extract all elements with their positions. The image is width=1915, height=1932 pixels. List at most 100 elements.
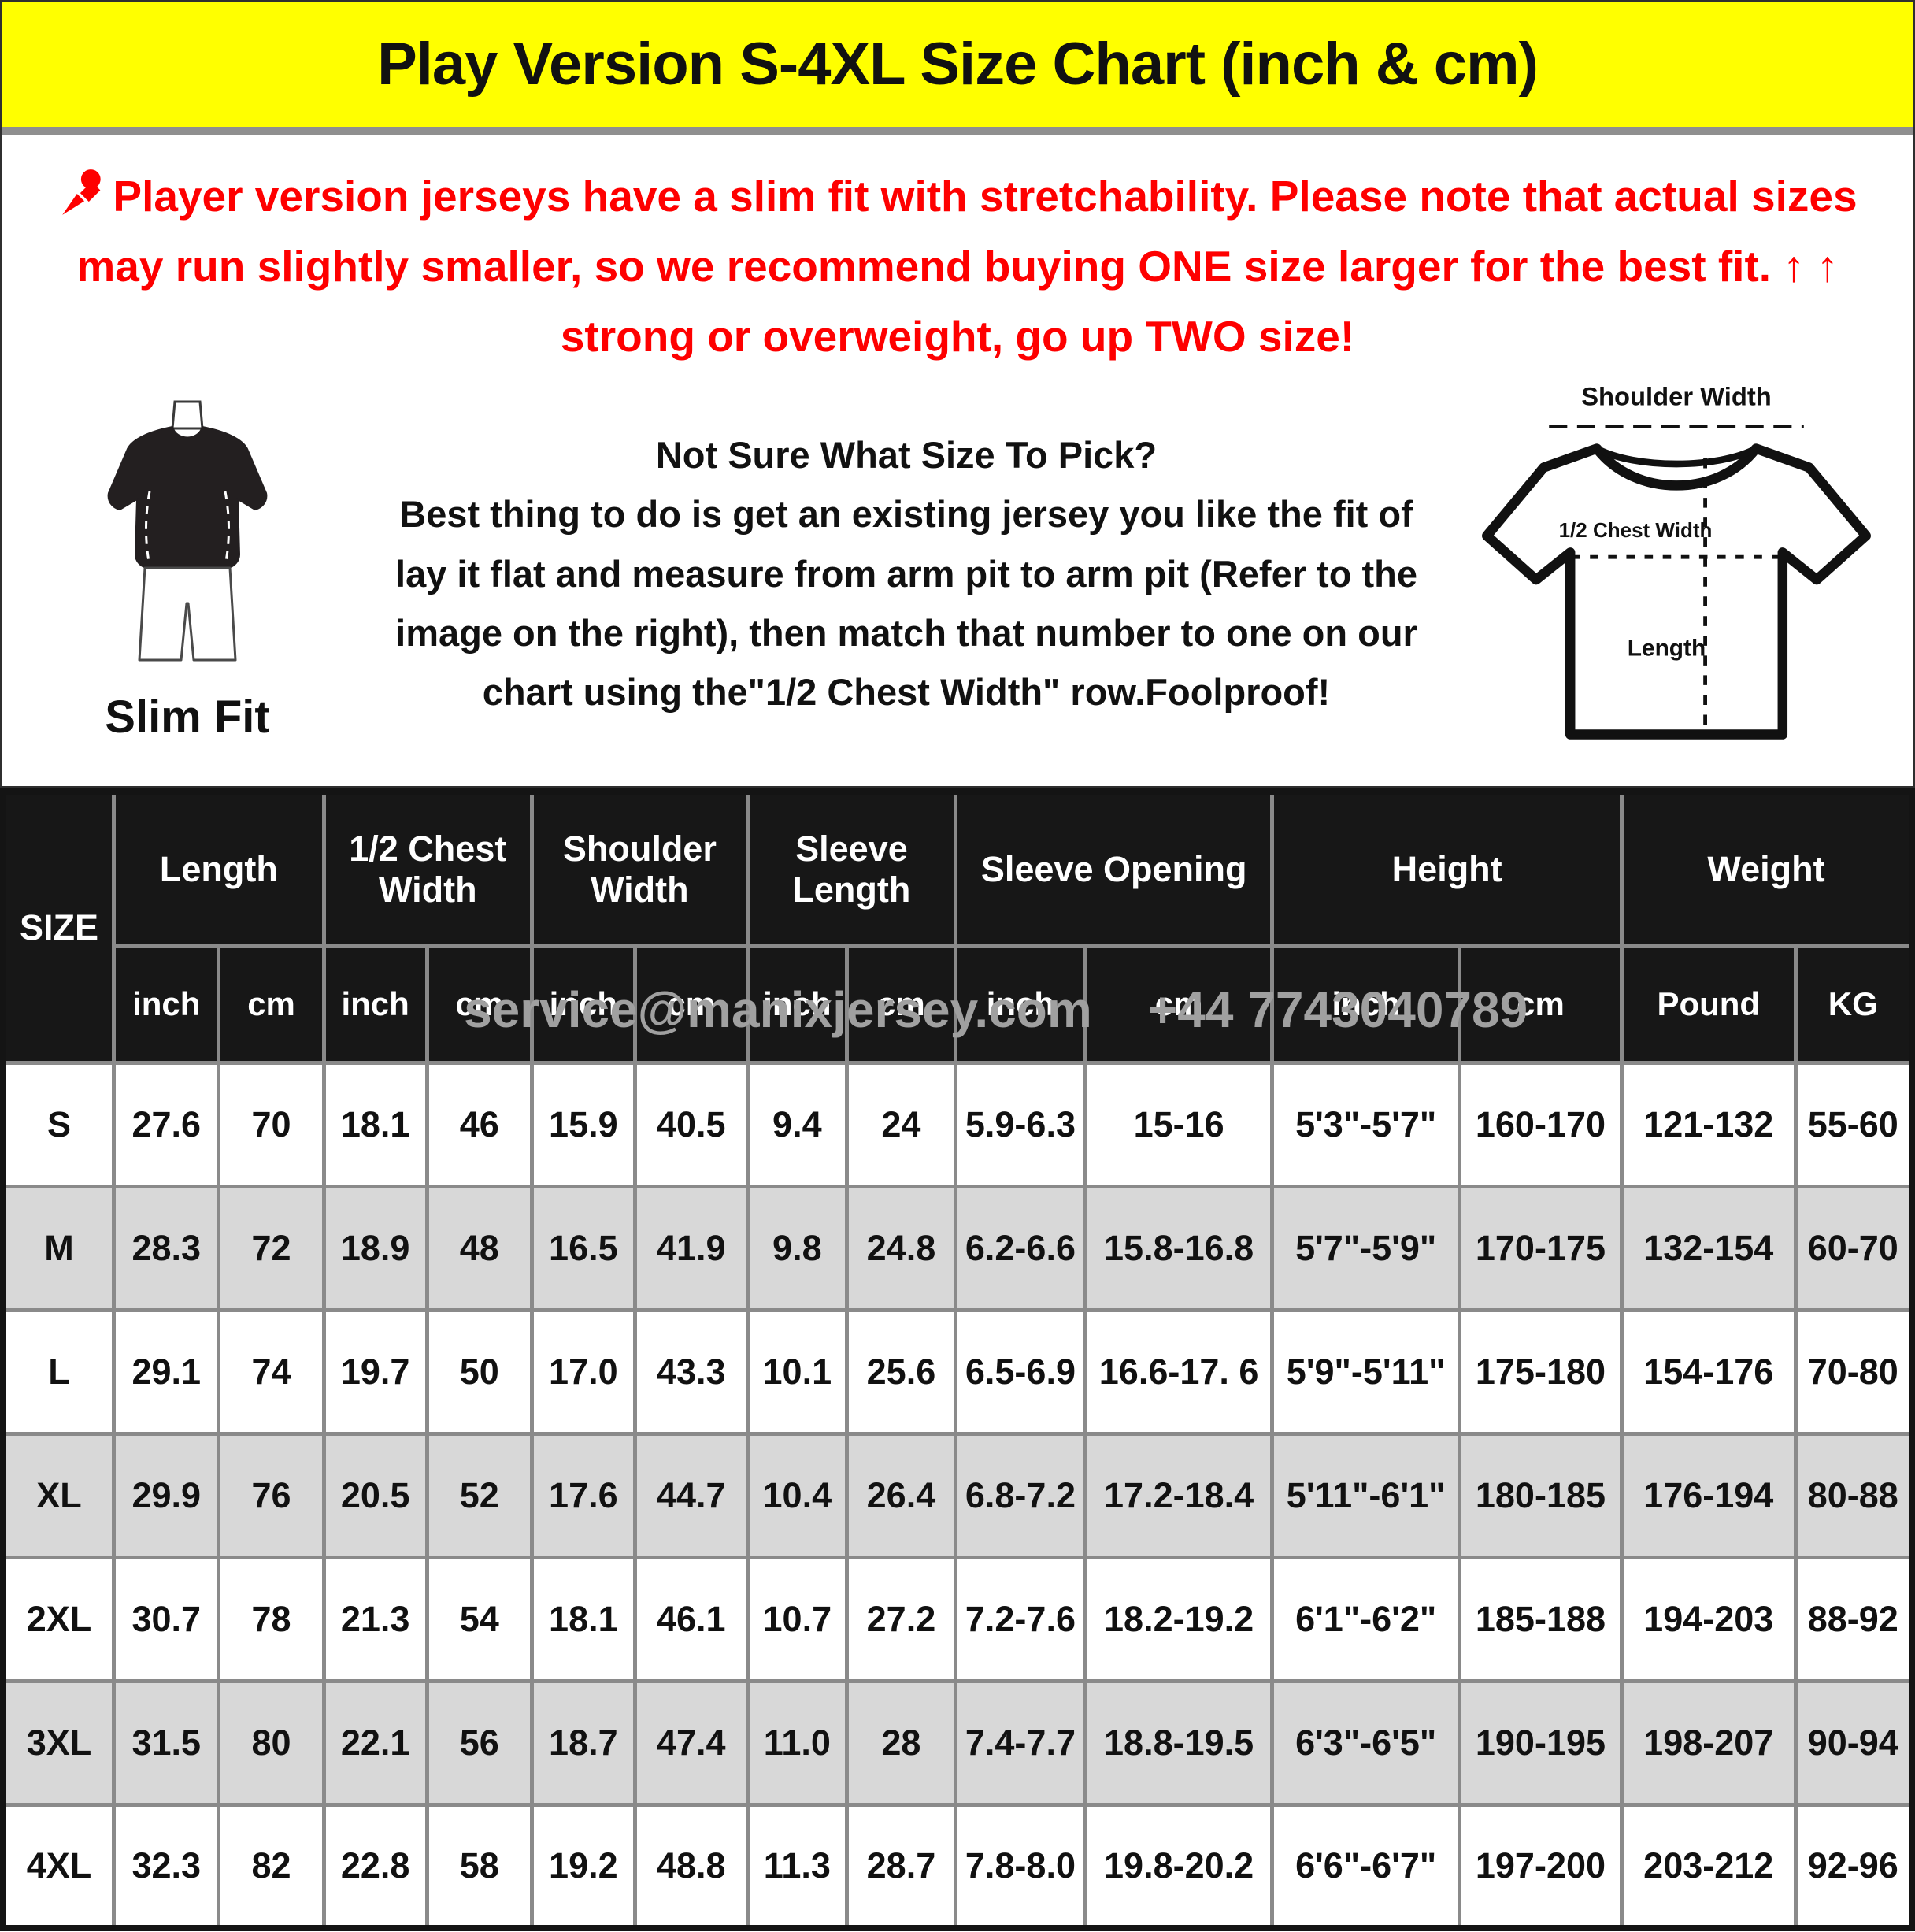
unit-header: inch	[321, 944, 429, 1065]
value-cell: 132-154	[1619, 1184, 1798, 1312]
guide-row: Slim Fit Not Sure What Size To Pick? Bes…	[2, 376, 1913, 786]
page-title: Play Version S-4XL Size Chart (inch & cm…	[2, 2, 1913, 135]
group-header: Shoulder Width	[529, 789, 750, 948]
size-column-header: SIZE	[1, 789, 117, 1065]
group-header: 1/2 Chest Width	[321, 789, 534, 948]
value-cell: 16.5	[529, 1184, 637, 1312]
value-cell: 55-60	[1793, 1060, 1914, 1188]
unit-header: inch	[1270, 944, 1461, 1065]
value-cell: 48.8	[632, 1802, 750, 1930]
value-cell: 24	[844, 1060, 958, 1188]
value-cell: 197-200	[1457, 1802, 1624, 1930]
value-cell: 29.1	[112, 1307, 221, 1436]
value-cell: 76	[217, 1431, 326, 1559]
value-cell: 43.3	[632, 1307, 750, 1436]
group-header: Weight	[1619, 789, 1914, 948]
table-row: L 29.1 74 19.7 50 17.0 43.3 10.1 25.6 6.5-6.9 16.6…	[1, 1307, 1914, 1436]
value-cell: 20.5	[321, 1431, 429, 1559]
value-cell: 203-212	[1619, 1802, 1798, 1930]
value-cell: 50	[424, 1307, 534, 1436]
value-cell: 5'3"-5'7"	[1270, 1060, 1461, 1188]
value-cell: 16.6-17. 6	[1083, 1307, 1275, 1436]
value-cell: 19.7	[321, 1307, 429, 1436]
value-cell: 6.5-6.9	[954, 1307, 1087, 1436]
value-cell: 198-207	[1619, 1678, 1798, 1807]
collar-line	[1595, 445, 1758, 468]
value-cell: 31.5	[112, 1678, 221, 1807]
value-cell: 30.7	[112, 1555, 221, 1683]
value-cell: 11.3	[745, 1802, 849, 1930]
value-cell: 29.9	[112, 1431, 221, 1559]
value-cell: 44.7	[632, 1431, 750, 1559]
value-cell: 41.9	[632, 1184, 750, 1312]
value-cell: 10.1	[745, 1307, 849, 1436]
value-cell: 5'9"-5'11"	[1270, 1307, 1461, 1436]
value-cell: 18.9	[321, 1184, 429, 1312]
value-cell: 154-176	[1619, 1307, 1798, 1436]
diagram-half-chest-label: 1/2 Chest Width	[1559, 518, 1713, 542]
group-header: Sleeve Length	[745, 789, 958, 948]
value-cell: 176-194	[1619, 1431, 1798, 1559]
value-cell: 80-88	[1793, 1431, 1914, 1559]
tshirt-outline	[1482, 443, 1871, 740]
value-cell: 22.8	[321, 1802, 429, 1930]
value-cell: 74	[217, 1307, 326, 1436]
unit-header: Pound	[1619, 944, 1798, 1065]
value-cell: 11.0	[745, 1678, 849, 1807]
value-cell: 27.2	[844, 1555, 958, 1683]
value-cell: 170-175	[1457, 1184, 1624, 1312]
group-header: Length	[112, 789, 326, 948]
value-cell: 6'3"-6'5"	[1270, 1678, 1461, 1807]
value-cell: 47.4	[632, 1678, 750, 1807]
value-cell: 90-94	[1793, 1678, 1914, 1807]
upper-frame: Play Version S-4XL Size Chart (inch & cm…	[0, 0, 1915, 789]
value-cell: 6.8-7.2	[954, 1431, 1087, 1559]
value-cell: 72	[217, 1184, 326, 1312]
table-row: XL 29.9 76 20.5 52 17.6 44.7 10.4 26.4 6.8-7.2 17.…	[1, 1431, 1914, 1559]
value-cell: 6.2-6.6	[954, 1184, 1087, 1312]
value-cell: 27.6	[112, 1060, 221, 1188]
value-cell: 56	[424, 1678, 534, 1807]
unit-header: inch	[112, 944, 221, 1065]
value-cell: 52	[424, 1431, 534, 1559]
value-cell: 18.2-19.2	[1083, 1555, 1275, 1683]
value-cell: 26.4	[844, 1431, 958, 1559]
slim-fit-label: Slim Fit	[105, 692, 270, 744]
table-row: 2XL 30.7 78 21.3 54 18.1 46.1 10.7 27.2 7.2-7.6 18…	[1, 1555, 1914, 1683]
value-cell: 5'7"-5'9"	[1270, 1184, 1461, 1312]
value-cell: 121-132	[1619, 1060, 1798, 1188]
value-cell: 25.6	[844, 1307, 958, 1436]
group-header: Sleeve Opening	[954, 789, 1275, 948]
instructions-heading: Not Sure What Size To Pick?	[655, 434, 1158, 477]
value-cell: 58	[424, 1802, 534, 1930]
value-cell: 21.3	[321, 1555, 429, 1683]
value-cell: 28.3	[112, 1184, 221, 1312]
value-cell: 92-96	[1793, 1802, 1914, 1930]
value-cell: 15-16	[1083, 1060, 1275, 1188]
unit-header: KG	[1793, 944, 1914, 1065]
unit-header: cm	[844, 944, 958, 1065]
size-cell: 2XL	[1, 1555, 117, 1683]
value-cell: 180-185	[1457, 1431, 1624, 1559]
value-cell: 32.3	[112, 1802, 221, 1930]
value-cell: 82	[217, 1802, 326, 1930]
fit-notice-text: Player version jerseys have a slim fit w…	[76, 172, 1858, 362]
value-cell: 18.1	[529, 1555, 637, 1683]
size-cell: S	[1, 1060, 117, 1188]
unit-header: inch	[745, 944, 849, 1065]
unit-header: cm	[632, 944, 750, 1065]
value-cell: 190-195	[1457, 1678, 1624, 1807]
table-row: S 27.6 70 18.1 46 15.9 40.5 9.4 24 5.9-6.3 15-16 5'…	[1, 1060, 1914, 1188]
value-cell: 7.4-7.7	[954, 1678, 1087, 1807]
fit-notice: Player version jerseys have a slim fit w…	[2, 135, 1913, 376]
value-cell: 88-92	[1793, 1555, 1914, 1683]
value-cell: 5.9-6.3	[954, 1060, 1087, 1188]
size-table: SIZE Length 1/2 Chest Width Shoulder Width S…	[0, 788, 1915, 1932]
value-cell: 60-70	[1793, 1184, 1914, 1312]
diagram-length-label: Length	[1628, 636, 1706, 662]
value-cell: 80	[217, 1678, 326, 1807]
table-row: 3XL 31.5 80 22.1 56 18.7 47.4 11.0 28 7.4-7.7 18.8…	[1, 1678, 1914, 1807]
value-cell: 6'6"-6'7"	[1270, 1802, 1461, 1930]
value-cell: 9.4	[745, 1060, 849, 1188]
size-cell: 3XL	[1, 1678, 117, 1807]
